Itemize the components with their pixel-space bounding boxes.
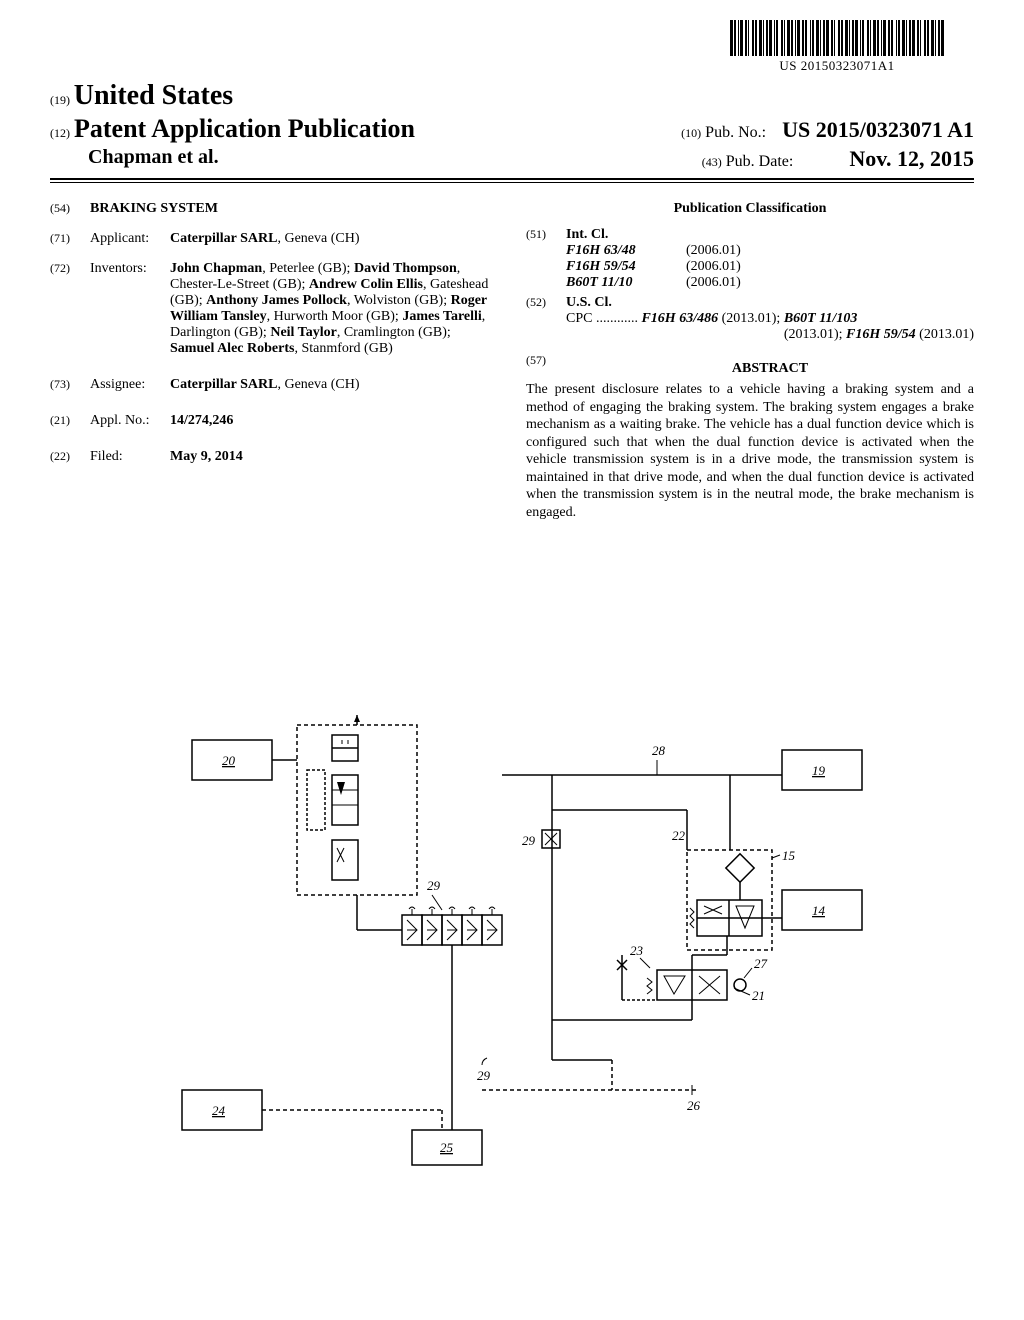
assignee-loc: , Geneva (CH) — [277, 377, 359, 392]
right-column: Publication Classification (51) Int. Cl.… — [526, 201, 974, 521]
header-rule-1 — [50, 178, 974, 180]
intcl-year-2: (2006.01) — [686, 275, 741, 291]
intcl-year-0: (2006.01) — [686, 243, 741, 259]
assignee-name: Caterpillar SARL — [170, 377, 277, 392]
applicant-loc: , Geneva (CH) — [277, 231, 359, 246]
assignee-label: Assignee: — [90, 377, 162, 393]
pubdate-label: Pub. Date: — [726, 153, 794, 170]
cpc-1b: (2013.01); — [718, 311, 784, 326]
header-rule-2 — [50, 182, 974, 183]
uscl-code: (52) — [526, 295, 558, 311]
svg-text:29: 29 — [427, 878, 441, 893]
intcl-code: (51) — [526, 227, 558, 243]
svg-text:19: 19 — [812, 763, 826, 778]
cpc-2c: (2013.01) — [916, 327, 974, 342]
assignee-code: (73) — [50, 377, 82, 393]
patent-header: (19) United States (12) Patent Applicati… — [50, 80, 974, 183]
inventors-label: Inventors: — [90, 261, 162, 357]
applicant-label: Applicant: — [90, 231, 162, 247]
doc-type: Patent Application Publication — [74, 114, 415, 143]
pubno-code: (10) — [681, 126, 701, 140]
barcode-block: US 20150323071A1 — [730, 20, 944, 74]
abs-code: (57) — [526, 353, 558, 381]
intcl-name-2: B60T 11/10 — [566, 275, 686, 291]
svg-text:15: 15 — [782, 848, 796, 863]
svg-text:29: 29 — [477, 1068, 491, 1083]
applno-code: (21) — [50, 413, 82, 429]
patent-figure: 20 24 25 19 14 — [0, 690, 1024, 1190]
svg-text:25: 25 — [440, 1140, 454, 1155]
svg-text:26: 26 — [687, 1098, 701, 1113]
svg-text:22: 22 — [672, 828, 686, 843]
intcl-label: Int. Cl. — [566, 227, 608, 243]
svg-text:23: 23 — [630, 943, 644, 958]
body-columns: (54) BRAKING SYSTEM (71) Applicant: Cate… — [50, 201, 974, 521]
filed-code: (22) — [50, 449, 82, 465]
svg-text:24: 24 — [212, 1103, 226, 1118]
country-code: (19) — [50, 93, 70, 107]
svg-text:20: 20 — [222, 753, 236, 768]
svg-text:29: 29 — [522, 833, 536, 848]
uscl-label: U.S. Cl. — [566, 295, 612, 311]
svg-text:21: 21 — [752, 988, 765, 1003]
applno-label: Appl. No.: — [90, 413, 162, 429]
cpc-1c: B60T 11/103 — [784, 311, 858, 326]
inventors-code: (72) — [50, 261, 82, 357]
svg-text:27: 27 — [754, 956, 768, 971]
barcode-graphic — [730, 20, 944, 56]
cpc-1a: F16H 63/486 — [641, 311, 718, 326]
inventors-list: John Chapman, Peterlee (GB); David Thomp… — [170, 261, 498, 357]
intcl-name-1: F16H 59/54 — [566, 259, 686, 275]
pub-number: US 2015/0323071 A1 — [782, 117, 974, 142]
abstract-text: The present disclosure relates to a vehi… — [526, 381, 974, 521]
pubno-label: Pub. No.: — [705, 124, 766, 141]
applicant-name: Caterpillar SARL — [170, 231, 277, 246]
abstract-title: ABSTRACT — [566, 361, 974, 377]
pub-date: Nov. 12, 2015 — [849, 146, 974, 171]
cpc-2a: (2013.01); — [784, 327, 846, 342]
intcl-name-0: F16H 63/48 — [566, 243, 686, 259]
country-name: United States — [74, 80, 233, 111]
figure-svg: 20 24 25 19 14 — [132, 690, 892, 1190]
pub-class-title: Publication Classification — [526, 201, 974, 217]
intcl-year-1: (2006.01) — [686, 259, 741, 275]
barcode-number: US 20150323071A1 — [730, 58, 944, 74]
applicant-code: (71) — [50, 231, 82, 247]
filed-label: Filed: — [90, 449, 162, 465]
appl-number: 14/274,246 — [170, 413, 498, 429]
doc-type-code: (12) — [50, 126, 70, 140]
left-column: (54) BRAKING SYSTEM (71) Applicant: Cate… — [50, 201, 498, 521]
header-authors: Chapman et al. — [50, 146, 219, 172]
title-code: (54) — [50, 201, 82, 217]
cpc-2b: F16H 59/54 — [846, 327, 916, 342]
pubdate-code: (43) — [702, 155, 722, 169]
svg-text:14: 14 — [812, 903, 826, 918]
filed-date: May 9, 2014 — [170, 449, 498, 465]
cpc-prefix: CPC ............ — [566, 311, 638, 326]
svg-text:28: 28 — [652, 743, 666, 758]
invention-title: BRAKING SYSTEM — [90, 201, 498, 217]
